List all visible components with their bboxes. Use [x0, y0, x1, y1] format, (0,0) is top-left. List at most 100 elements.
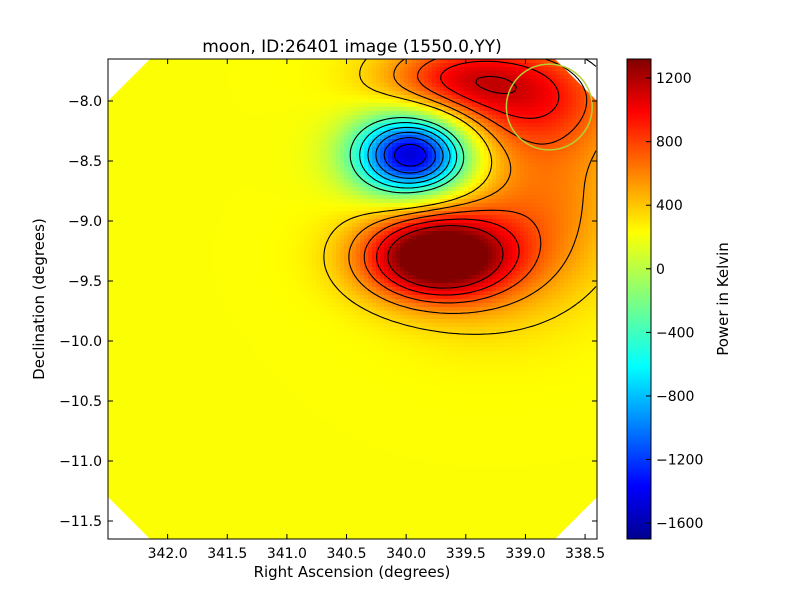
- heatmap-cell: [576, 151, 581, 156]
- heatmap-cell: [316, 219, 321, 224]
- heatmap-cell: [404, 75, 409, 80]
- heatmap-cell: [512, 95, 517, 100]
- heatmap-cell: [132, 155, 137, 160]
- heatmap-cell: [448, 191, 453, 196]
- heatmap-cell: [220, 215, 225, 220]
- heatmap-cell: [280, 147, 285, 152]
- heatmap-cell: [248, 103, 253, 108]
- heatmap-cell: [388, 115, 393, 120]
- heatmap-cell: [388, 215, 393, 220]
- heatmap-cell: [488, 139, 493, 144]
- heatmap-cell: [548, 63, 553, 68]
- heatmap-cell: [404, 99, 409, 104]
- heatmap-cell: [196, 219, 201, 224]
- heatmap-cell: [264, 147, 269, 152]
- heatmap-cell: [232, 191, 237, 196]
- heatmap-cell: [240, 143, 245, 148]
- heatmap-cell: [356, 159, 361, 164]
- heatmap-cell: [524, 59, 529, 64]
- heatmap-cell: [364, 215, 369, 220]
- heatmap-cell: [224, 207, 229, 212]
- heatmap-cell: [440, 191, 445, 196]
- heatmap-cell: [320, 183, 325, 188]
- heatmap-cell: [188, 127, 193, 132]
- heatmap-cell: [564, 179, 569, 184]
- heatmap-cell: [280, 151, 285, 156]
- heatmap-cell: [468, 103, 473, 108]
- heatmap-cell: [192, 127, 197, 132]
- heatmap-cell: [348, 99, 353, 104]
- heatmap-cell: [240, 71, 245, 76]
- heatmap-cell: [120, 111, 125, 116]
- heatmap-cell: [524, 143, 529, 148]
- heatmap-cell: [308, 147, 313, 152]
- heatmap-cell: [220, 203, 225, 208]
- heatmap-cell: [236, 99, 241, 104]
- heatmap-cell: [512, 147, 517, 152]
- heatmap-cell: [208, 103, 213, 108]
- heatmap-cell: [524, 203, 529, 208]
- heatmap-cell: [144, 183, 149, 188]
- heatmap-cell: [168, 67, 173, 72]
- heatmap-cell: [216, 63, 221, 68]
- heatmap-cell: [528, 211, 533, 216]
- heatmap-cell: [304, 195, 309, 200]
- heatmap-cell: [220, 147, 225, 152]
- heatmap-cell: [256, 179, 261, 184]
- heatmap-cell: [456, 195, 461, 200]
- heatmap-cell: [180, 67, 185, 72]
- heatmap-cell: [340, 103, 345, 108]
- heatmap-cell: [364, 155, 369, 160]
- heatmap-cell: [388, 59, 393, 64]
- heatmap-cell: [492, 83, 497, 88]
- heatmap-cell: [304, 163, 309, 168]
- heatmap-cell: [272, 159, 277, 164]
- heatmap-cell: [308, 127, 313, 132]
- heatmap-cell: [340, 203, 345, 208]
- heatmap-cell: [224, 83, 229, 88]
- heatmap-cell: [432, 95, 437, 100]
- heatmap-cell: [252, 95, 257, 100]
- heatmap-cell: [272, 199, 277, 204]
- heatmap-cell: [388, 75, 393, 80]
- heatmap-cell: [128, 79, 133, 84]
- heatmap-cell: [208, 71, 213, 76]
- heatmap-cell: [340, 179, 345, 184]
- heatmap-cell: [136, 203, 141, 208]
- heatmap-cell: [144, 207, 149, 212]
- heatmap-cell: [304, 59, 309, 64]
- heatmap-cell: [528, 95, 533, 100]
- heatmap-cell: [324, 183, 329, 188]
- heatmap-cell: [192, 179, 197, 184]
- heatmap-cell: [508, 75, 513, 80]
- heatmap-cell: [124, 131, 129, 136]
- heatmap-cell: [460, 99, 465, 104]
- heatmap-cell: [132, 207, 137, 212]
- heatmap-cell: [320, 71, 325, 76]
- heatmap-cell: [216, 163, 221, 168]
- heatmap-cell: [356, 211, 361, 216]
- heatmap-cell: [216, 131, 221, 136]
- heatmap-cell: [208, 183, 213, 188]
- heatmap-cell: [540, 151, 545, 156]
- heatmap-cell: [128, 151, 133, 156]
- heatmap-cell: [460, 139, 465, 144]
- heatmap-cell: [188, 107, 193, 112]
- heatmap-cell: [544, 71, 549, 76]
- heatmap-cell: [284, 99, 289, 104]
- heatmap-cell: [452, 139, 457, 144]
- heatmap-cell: [156, 203, 161, 208]
- heatmap-cell: [156, 135, 161, 140]
- heatmap-cell: [580, 179, 585, 184]
- heatmap-cell: [448, 63, 453, 68]
- heatmap-cell: [144, 167, 149, 172]
- heatmap-cell: [212, 159, 217, 164]
- heatmap-cell: [468, 127, 473, 132]
- heatmap-cell: [256, 83, 261, 88]
- heatmap-cell: [496, 143, 501, 148]
- heatmap-cell: [272, 183, 277, 188]
- heatmap-cell: [160, 199, 165, 204]
- heatmap-cell: [292, 187, 297, 192]
- heatmap-cell: [268, 67, 273, 72]
- heatmap-cell: [296, 103, 301, 108]
